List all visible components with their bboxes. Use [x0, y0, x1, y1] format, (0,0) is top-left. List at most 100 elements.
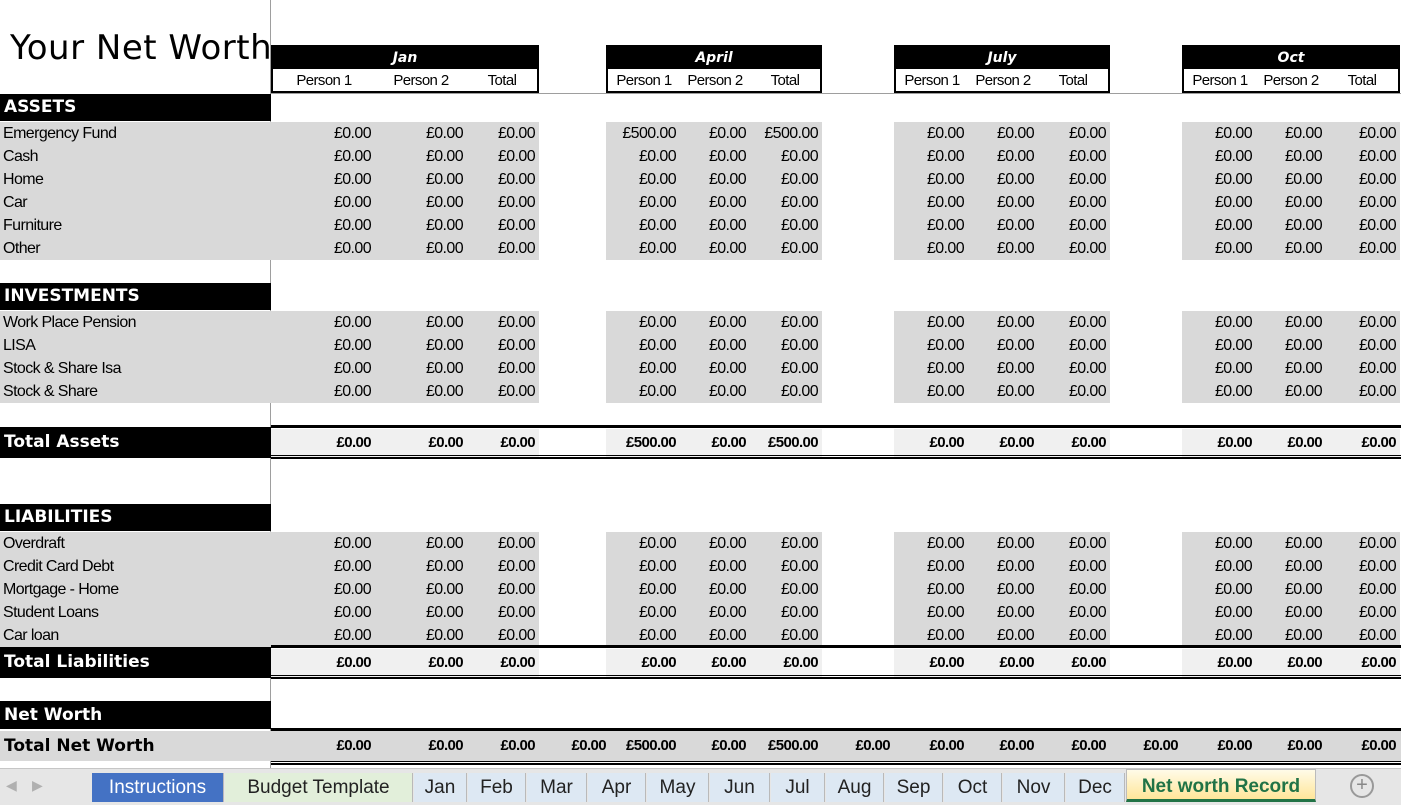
value-cell[interactable]: £0.00	[375, 601, 467, 624]
value-cell[interactable]: £0.00	[750, 649, 822, 677]
value-cell[interactable]: £0.00	[1038, 624, 1110, 647]
value-cell[interactable]: £0.00	[271, 214, 375, 237]
net-worth-value[interactable]: £500.00	[750, 733, 822, 759]
value-cell[interactable]: £500.00	[606, 429, 680, 457]
value-cell[interactable]: £0.00	[606, 624, 680, 647]
value-cell[interactable]: £0.00	[1326, 122, 1400, 145]
value-cell[interactable]: £0.00	[968, 334, 1038, 357]
value-cell[interactable]: £0.00	[1256, 237, 1326, 260]
value-cell[interactable]: £0.00	[1326, 214, 1400, 237]
sheet-tab-oct[interactable]: Oct	[944, 773, 1002, 802]
value-cell[interactable]: £0.00	[894, 357, 968, 380]
value-cell[interactable]: £0.00	[467, 168, 539, 191]
value-cell[interactable]: £0.00	[1326, 532, 1400, 555]
value-cell[interactable]: £0.00	[1182, 122, 1256, 145]
value-cell[interactable]: £0.00	[1038, 334, 1110, 357]
value-cell[interactable]: £0.00	[1182, 168, 1256, 191]
net-worth-value[interactable]: £0.00	[1110, 733, 1182, 759]
value-cell[interactable]: £0.00	[271, 191, 375, 214]
sheet-tab-net-worth-record[interactable]: Net worth Record	[1126, 769, 1316, 802]
value-cell[interactable]: £0.00	[750, 191, 822, 214]
value-cell[interactable]: £0.00	[1038, 145, 1110, 168]
value-cell[interactable]: £0.00	[680, 334, 750, 357]
value-cell[interactable]: £0.00	[1182, 311, 1256, 334]
value-cell[interactable]: £0.00	[680, 429, 750, 457]
value-cell[interactable]: £0.00	[467, 145, 539, 168]
sheet-tab-sep[interactable]: Sep	[885, 773, 943, 802]
value-cell[interactable]: £0.00	[467, 237, 539, 260]
value-cell[interactable]: £0.00	[1256, 380, 1326, 403]
value-cell[interactable]: £0.00	[1256, 311, 1326, 334]
value-cell[interactable]: £0.00	[680, 191, 750, 214]
value-cell[interactable]: £0.00	[894, 380, 968, 403]
value-cell[interactable]: £0.00	[1326, 380, 1400, 403]
value-cell[interactable]: £0.00	[271, 555, 375, 578]
value-cell[interactable]: £0.00	[606, 578, 680, 601]
value-cell[interactable]: £0.00	[1326, 357, 1400, 380]
value-cell[interactable]: £0.00	[1038, 429, 1110, 457]
value-cell[interactable]: £0.00	[750, 555, 822, 578]
value-cell[interactable]: £0.00	[1256, 601, 1326, 624]
value-cell[interactable]: £0.00	[894, 122, 968, 145]
value-cell[interactable]: £0.00	[968, 311, 1038, 334]
value-cell[interactable]: £0.00	[1182, 532, 1256, 555]
value-cell[interactable]: £0.00	[968, 122, 1038, 145]
value-cell[interactable]: £0.00	[1326, 168, 1400, 191]
value-cell[interactable]: £0.00	[375, 145, 467, 168]
value-cell[interactable]: £0.00	[968, 380, 1038, 403]
value-cell[interactable]: £0.00	[271, 311, 375, 334]
value-cell[interactable]: £0.00	[467, 214, 539, 237]
value-cell[interactable]: £0.00	[968, 357, 1038, 380]
value-cell[interactable]: £0.00	[375, 214, 467, 237]
value-cell[interactable]: £0.00	[750, 334, 822, 357]
value-cell[interactable]: £0.00	[1038, 214, 1110, 237]
net-worth-value[interactable]: £0.00	[822, 733, 894, 759]
value-cell[interactable]: £0.00	[271, 145, 375, 168]
value-cell[interactable]: £0.00	[750, 311, 822, 334]
value-cell[interactable]: £0.00	[1256, 578, 1326, 601]
value-cell[interactable]: £0.00	[680, 532, 750, 555]
value-cell[interactable]: £0.00	[1326, 578, 1400, 601]
value-cell[interactable]: £0.00	[1256, 429, 1326, 457]
value-cell[interactable]: £0.00	[1182, 145, 1256, 168]
value-cell[interactable]: £0.00	[680, 168, 750, 191]
value-cell[interactable]: £0.00	[271, 122, 375, 145]
net-worth-value[interactable]: £500.00	[606, 733, 680, 759]
value-cell[interactable]: £0.00	[467, 555, 539, 578]
value-cell[interactable]: £0.00	[375, 649, 467, 677]
value-cell[interactable]: £0.00	[375, 555, 467, 578]
value-cell[interactable]: £0.00	[1038, 122, 1110, 145]
value-cell[interactable]: £0.00	[1038, 237, 1110, 260]
value-cell[interactable]: £0.00	[375, 578, 467, 601]
value-cell[interactable]: £0.00	[606, 311, 680, 334]
value-cell[interactable]: £0.00	[467, 357, 539, 380]
value-cell[interactable]: £0.00	[1038, 649, 1110, 677]
value-cell[interactable]: £0.00	[271, 357, 375, 380]
net-worth-value[interactable]: £0.00	[539, 733, 610, 759]
value-cell[interactable]: £0.00	[894, 601, 968, 624]
value-cell[interactable]: £0.00	[894, 145, 968, 168]
value-cell[interactable]: £0.00	[1182, 357, 1256, 380]
value-cell[interactable]: £0.00	[1182, 601, 1256, 624]
net-worth-value[interactable]: £0.00	[1182, 733, 1256, 759]
value-cell[interactable]: £0.00	[271, 334, 375, 357]
value-cell[interactable]: £0.00	[606, 237, 680, 260]
value-cell[interactable]: £0.00	[375, 357, 467, 380]
value-cell[interactable]: £500.00	[606, 122, 680, 145]
value-cell[interactable]: £0.00	[467, 311, 539, 334]
sheet-tab-aug[interactable]: Aug	[826, 773, 884, 802]
value-cell[interactable]: £0.00	[1326, 555, 1400, 578]
value-cell[interactable]: £0.00	[680, 555, 750, 578]
value-cell[interactable]: £0.00	[1256, 191, 1326, 214]
value-cell[interactable]: £0.00	[375, 122, 467, 145]
value-cell[interactable]: £0.00	[606, 380, 680, 403]
value-cell[interactable]: £0.00	[894, 624, 968, 647]
value-cell[interactable]: £0.00	[1326, 145, 1400, 168]
value-cell[interactable]: £0.00	[375, 429, 467, 457]
value-cell[interactable]: £0.00	[467, 122, 539, 145]
value-cell[interactable]: £0.00	[271, 532, 375, 555]
value-cell[interactable]: £0.00	[680, 380, 750, 403]
value-cell[interactable]: £0.00	[1326, 334, 1400, 357]
sheet-tab-may[interactable]: May	[647, 773, 709, 802]
value-cell[interactable]: £0.00	[1038, 168, 1110, 191]
